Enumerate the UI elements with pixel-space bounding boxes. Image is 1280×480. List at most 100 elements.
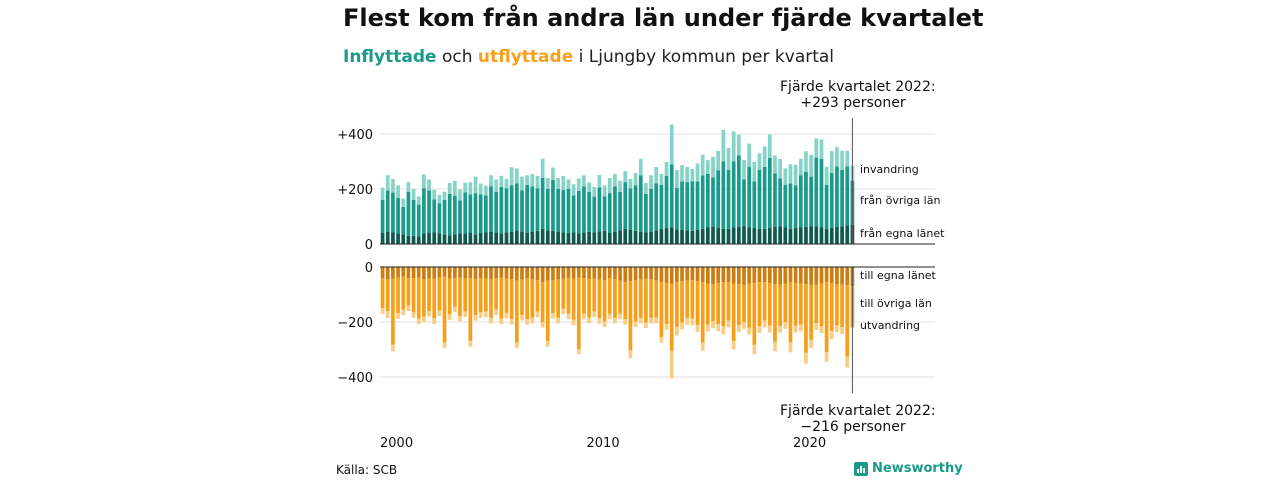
bar-segment [649,279,653,318]
y-tick-label-top: +400 [337,128,373,143]
bar-segment [401,267,406,277]
bar-segment [422,279,426,317]
bar-segment [835,226,839,244]
bar-segment [623,171,628,183]
bar-segment [752,282,757,345]
bar-segment [845,150,850,167]
bar-segment [391,178,395,193]
bar-segment [767,282,772,326]
bar-segment [551,280,555,314]
bar-segment [659,184,664,229]
bar-segment [798,267,803,284]
bar-segment [793,164,798,186]
bar-segment [401,198,406,207]
bar-segment [401,206,406,235]
bar-segment [592,196,597,233]
bar-segment [618,313,622,320]
bar-segment [633,280,638,322]
bar-segment [530,267,535,280]
bar-segment [747,143,752,167]
bar-segment [613,231,617,244]
bar-segment [762,267,767,283]
bar-segment [427,179,431,191]
bar-segment [757,228,762,244]
bar-segment [453,195,457,235]
bar-segment [556,178,560,189]
bar-segment [602,280,607,322]
bar-segment [809,226,813,244]
bar-segment [649,267,653,280]
bar-segment [767,267,772,283]
bar-segment [597,279,602,319]
bar-segment [773,341,777,352]
chart-title: Flest kom från andra län under fjärde kv… [343,4,984,32]
legend-label-top: från egna länet [860,227,945,240]
bar-segment [669,283,674,351]
bar-segment [380,278,385,309]
bar-segment [649,231,653,244]
bar-segment [540,228,545,244]
bar-segment [463,182,468,193]
bar-segment [638,158,643,176]
newsworthy-logo[interactable]: Newsworthy [854,461,963,476]
bar-segment [478,278,483,313]
bar-segment [509,231,514,244]
bar-segment [504,232,509,244]
bar-segment [432,318,437,324]
bar-segment [633,267,638,281]
bar-segment [556,231,560,244]
bar-segment [613,267,617,280]
bar-segment [494,309,499,316]
bar-segment [396,313,400,319]
bar-segment [385,231,390,244]
bar-segment [483,232,488,244]
subtitle-rest: i Ljungby kommun per kvartal [573,47,835,67]
bar-segment [742,284,746,322]
bar-segment [644,182,648,194]
bar-segment [396,233,400,244]
bar-segment [494,233,499,244]
bar-segment [442,191,447,200]
bar-segment [778,159,782,179]
bar-segment [406,305,411,311]
bar-segment [416,318,421,325]
bar-segment [721,129,726,162]
bar-segment [540,282,545,322]
bar-segment [669,227,674,244]
bar-segment [638,267,643,280]
bar-segment [607,313,612,320]
bar-segment [468,233,473,244]
bar-segment [721,326,726,335]
bar-segment [783,227,788,244]
bar-segment [664,324,669,330]
bar-segment [396,185,400,198]
bar-segment [566,233,571,244]
legend-label-top: från övriga län [860,194,940,207]
source-note: Källa: SCB [336,463,398,477]
bar-segment [736,226,741,244]
bar-segment [401,234,406,244]
bar-segment [514,230,519,244]
bar-segment [551,313,555,319]
bar-segment [675,170,679,188]
bar-segment [829,151,834,174]
chart-subtitle: Inflyttade och utflyttade i Ljungby komm… [343,47,834,67]
bar-segment [623,282,628,320]
bar-segment [840,267,844,285]
y-tick-label-bottom: −400 [337,371,373,386]
bar-segment [607,267,612,278]
legend-label-bottom: utvandring [860,319,920,332]
bar-segment [607,233,612,244]
bar-segment [747,283,752,328]
bar-segment [649,175,653,189]
bar-segment [824,352,829,362]
bar-segment [453,267,457,278]
bar-segment [509,185,514,232]
bar-segment [447,235,452,244]
bar-segment [804,352,808,364]
bar-segment [664,267,669,283]
bar-segment [829,267,834,283]
bar-segment [675,281,679,328]
bar-segment [427,278,431,311]
bar-segment [819,227,824,244]
